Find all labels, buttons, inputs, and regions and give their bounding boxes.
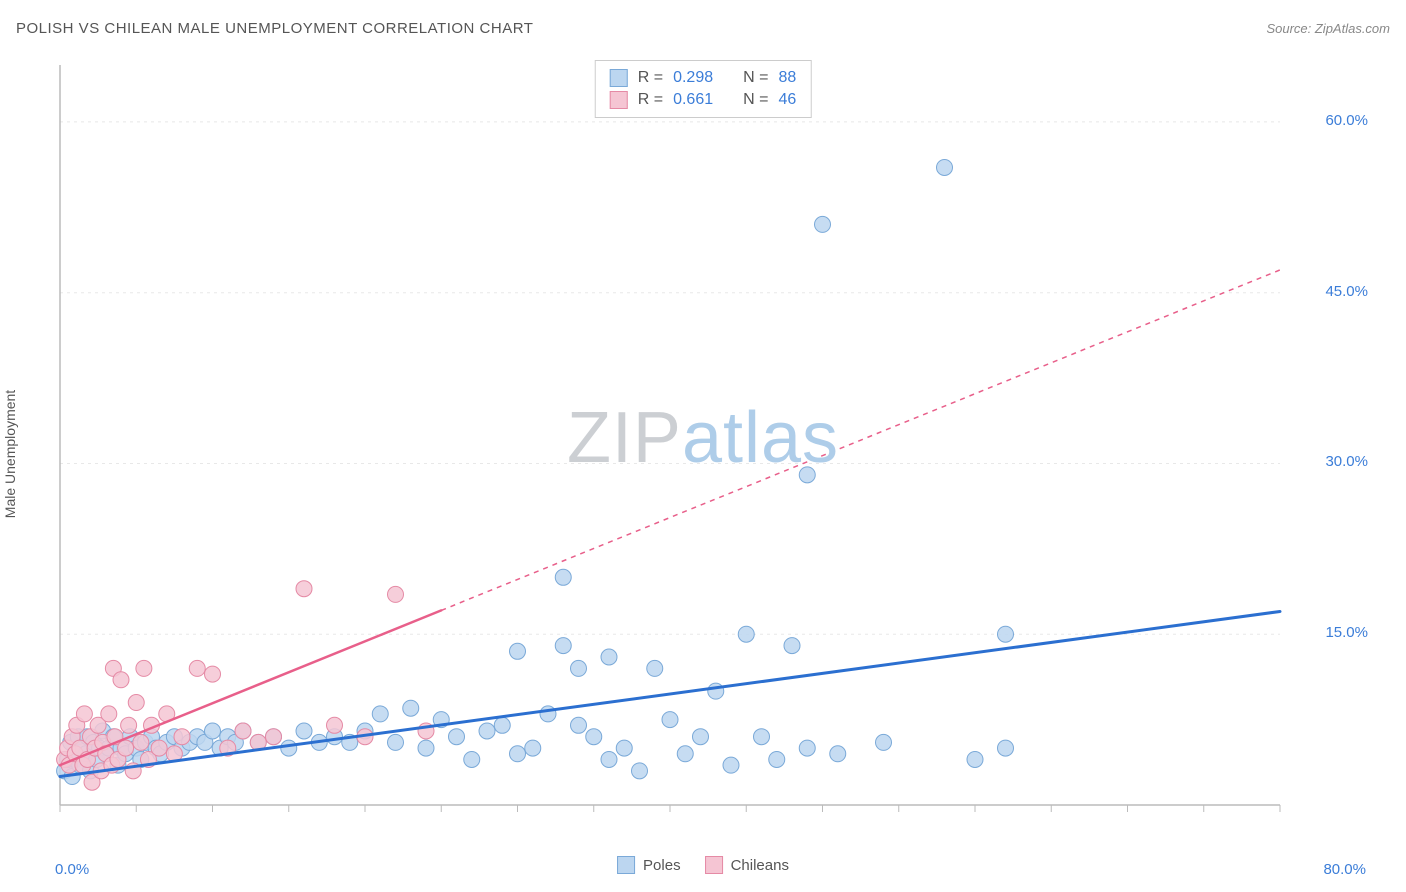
chart-title: POLISH VS CHILEAN MALE UNEMPLOYMENT CORR… (16, 20, 533, 37)
x-axis-max-label: 80.0% (1323, 861, 1366, 878)
x-axis-min-label: 0.0% (55, 861, 89, 878)
scatter-chart (50, 55, 1370, 845)
source-attribution: Source: ZipAtlas.com (1266, 21, 1390, 36)
y-axis-tick-label: 60.0% (1325, 112, 1368, 129)
legend-swatch (617, 856, 635, 874)
legend-item: Poles (617, 856, 681, 874)
correlation-legend: R =0.298N =88R =0.661N =46 (595, 60, 812, 118)
correlation-row: R =0.298N =88 (610, 67, 797, 89)
y-axis-label: Male Unemployment (2, 390, 18, 518)
correlation-row: R =0.661N =46 (610, 89, 797, 111)
legend-swatch (610, 69, 628, 87)
legend-swatch (610, 91, 628, 109)
legend-item: Chileans (705, 856, 789, 874)
chart-area (50, 55, 1376, 862)
y-axis-tick-label: 30.0% (1325, 453, 1368, 470)
y-axis-tick-label: 15.0% (1325, 624, 1368, 641)
series-legend: Poles Chileans (617, 856, 789, 874)
legend-swatch (705, 856, 723, 874)
y-axis-tick-label: 45.0% (1325, 283, 1368, 300)
